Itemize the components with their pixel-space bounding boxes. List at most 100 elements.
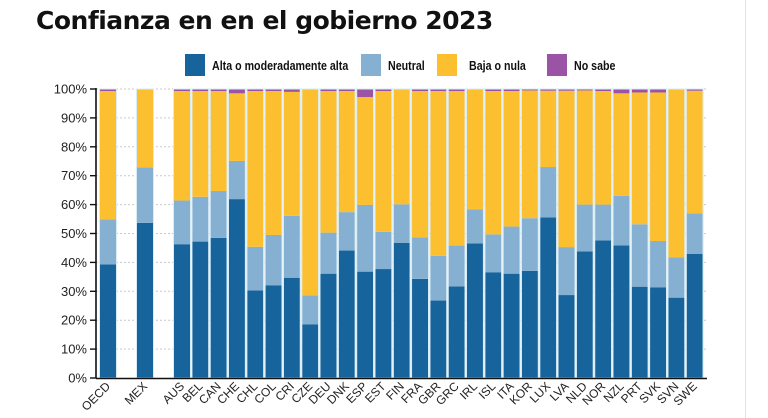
legend-label-no-sabe: No sabe [574, 57, 616, 73]
bar-kor-baja-o-nula [521, 90, 538, 219]
bar-grc-no-sabe [448, 89, 465, 92]
bar-cri-alta-o-moderadamente-alta [283, 277, 300, 378]
bar-col-alta-o-moderadamente-alta [265, 285, 282, 378]
bar-dnk-no-sabe [338, 89, 355, 92]
bar-oecd-baja-o-nula [100, 91, 116, 220]
bar-nor-no-sabe [595, 89, 612, 92]
bar-stack-nld [575, 88, 594, 379]
bar-dnk-alta-o-moderadamente-alta [338, 250, 355, 378]
bar-bel-alta-o-moderadamente-alta [192, 241, 209, 378]
bar-swe-baja-o-nula [686, 90, 703, 214]
bar-stack-isl [484, 88, 503, 379]
bar-nzl-no-sabe [613, 89, 630, 94]
bar-ita-neutral [503, 226, 520, 274]
bar-stack-dnk [337, 88, 356, 379]
bar-prt-alta-o-moderadamente-alta [631, 286, 648, 378]
bar-mex-baja-o-nula [137, 89, 153, 168]
legend-label-alta: Alta o moderadamente alta [212, 57, 349, 73]
bar-deu-baja-o-nula [320, 91, 337, 233]
bar-swe-neutral [686, 213, 703, 254]
bar-aus-alta-o-moderadamente-alta [174, 244, 190, 378]
bar-fra-no-sabe [412, 89, 429, 92]
bar-esp-neutral [357, 204, 374, 272]
bar-prt-neutral [631, 224, 648, 287]
legend-item-alta: Alta o moderadamente alta [185, 54, 378, 76]
bar-prt-baja-o-nula [631, 92, 648, 225]
bar-stack-chl [246, 88, 265, 379]
bar-stack-fra [411, 88, 430, 379]
bar-mex-neutral [137, 167, 153, 223]
bar-est-alta-o-moderadamente-alta [375, 269, 392, 378]
y-tick-label: 70% [61, 168, 87, 183]
bar-cze-neutral [302, 295, 319, 325]
x-tick-label-mex: MEX [122, 379, 150, 407]
bar-grc-baja-o-nula [448, 91, 465, 246]
bar-stack-aus [173, 88, 191, 379]
bar-lva-alta-o-moderadamente-alta [558, 295, 575, 378]
bar-nld-neutral [576, 204, 593, 252]
bar-gbr-baja-o-nula [430, 91, 447, 256]
bar-stack-ita [502, 88, 521, 379]
bar-fra-neutral [412, 237, 429, 279]
bar-svk-baja-o-nula [650, 92, 667, 242]
legend-item-baja: Baja o nula [437, 54, 538, 76]
y-tick-label: 100% [54, 82, 88, 97]
y-tick-label: 20% [61, 313, 87, 328]
bar-stack-svk [649, 88, 668, 379]
legend-swatch-no-sabe [547, 54, 567, 76]
bar-fin-alta-o-moderadamente-alta [393, 242, 410, 378]
bar-stack-est [374, 88, 393, 379]
bar-lux-alta-o-moderadamente-alta [540, 217, 557, 378]
y-tick-label: 60% [61, 197, 87, 212]
bar-grc-neutral [448, 245, 465, 287]
bar-isl-neutral [485, 234, 502, 273]
bar-lva-neutral [558, 247, 575, 296]
bar-lux-neutral [540, 167, 557, 218]
bar-gbr-alta-o-moderadamente-alta [430, 300, 447, 378]
bar-nld-baja-o-nula [576, 90, 593, 205]
bar-stack-can [209, 88, 228, 379]
bar-bel-no-sabe [192, 89, 209, 92]
y-tick-label: 30% [61, 284, 87, 299]
bar-nor-alta-o-moderadamente-alta [595, 240, 612, 378]
bar-fin-neutral [393, 204, 410, 243]
bar-bel-neutral [192, 196, 209, 242]
bar-est-no-sabe [375, 89, 392, 92]
bar-swe-no-sabe [686, 89, 703, 91]
bar-nor-neutral [595, 204, 612, 241]
bar-cze-alta-o-moderadamente-alta [302, 324, 319, 378]
bar-deu-neutral [320, 232, 337, 274]
bar-chl-neutral [247, 246, 264, 291]
y-tick-label: 0% [68, 371, 87, 386]
bar-isl-baja-o-nula [485, 91, 502, 235]
bar-can-neutral [210, 191, 227, 238]
bar-isl-alta-o-moderadamente-alta [485, 272, 502, 378]
bar-stack-mex [136, 88, 154, 379]
bar-can-no-sabe [210, 89, 227, 92]
y-tick-label: 80% [61, 139, 87, 154]
bar-ita-alta-o-moderadamente-alta [503, 273, 520, 378]
legend-swatch-alta [185, 54, 205, 76]
bar-fra-alta-o-moderadamente-alta [412, 278, 429, 378]
bar-ita-no-sabe [503, 89, 520, 92]
bar-che-no-sabe [228, 89, 245, 94]
bar-aus-neutral [174, 200, 190, 245]
bar-stack-col [264, 88, 283, 379]
bar-cze-baja-o-nula [302, 89, 319, 296]
y-tick-label: 50% [61, 226, 87, 241]
bar-stack-gbr [429, 88, 448, 379]
bar-stack-prt [630, 88, 649, 379]
bar-esp-no-sabe [357, 89, 374, 98]
bar-lva-no-sabe [558, 89, 575, 91]
bar-esp-baja-o-nula [357, 97, 374, 205]
bar-stack-swe [685, 88, 704, 379]
bar-nzl-alta-o-moderadamente-alta [613, 245, 630, 378]
bar-chl-baja-o-nula [247, 91, 264, 247]
bar-irl-neutral [466, 209, 483, 244]
bar-bel-baja-o-nula [192, 91, 209, 197]
bar-che-neutral [228, 160, 245, 200]
bar-kor-neutral [521, 218, 538, 271]
bar-can-baja-o-nula [210, 91, 227, 192]
bar-col-neutral [265, 234, 282, 286]
bar-svn-neutral [668, 257, 685, 298]
